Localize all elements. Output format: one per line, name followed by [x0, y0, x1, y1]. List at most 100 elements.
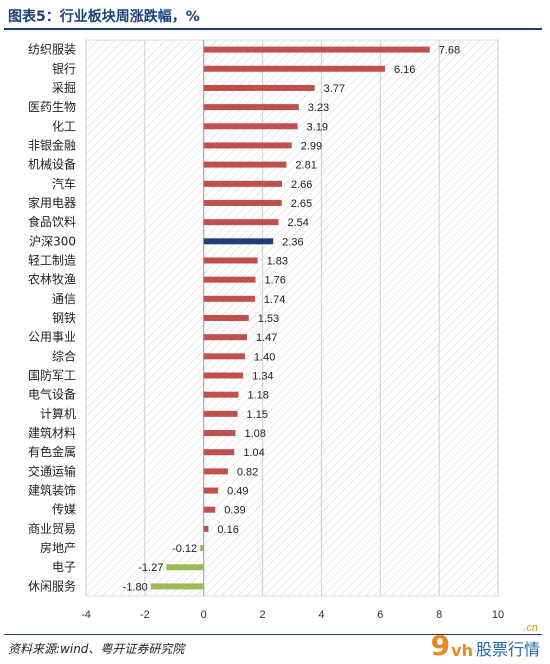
data-label: 0.82: [237, 466, 258, 478]
data-label: 3.19: [307, 121, 328, 133]
bar-27: [200, 545, 204, 552]
category-label: 汽车: [52, 176, 76, 191]
bar-19: [203, 391, 239, 398]
bar-chart: 7.68 6.16 3.77 3.23 3.19 2.99 2.81 2.66 2.65 2.54…: [28, 39, 504, 621]
category-label: 采掘: [52, 80, 76, 95]
bar-25: [203, 506, 216, 513]
plot-background: [85, 39, 499, 597]
category-label: 建筑装饰: [28, 483, 76, 498]
bar-8: [203, 180, 282, 187]
category-label: 化工: [52, 119, 76, 133]
x-tick-label: -2: [140, 609, 150, 621]
bar-3: [203, 84, 315, 91]
category-label: 国防军工: [28, 368, 76, 383]
data-label: 0.39: [224, 505, 245, 517]
data-label: 1.40: [254, 351, 275, 363]
x-tick-label: 6: [377, 609, 383, 621]
bar-24: [203, 487, 219, 494]
category-label: 交通运输: [28, 463, 76, 478]
category-label: 轻工制造: [28, 253, 76, 267]
category-label: 银行: [52, 62, 76, 76]
data-label: -1.27: [138, 562, 163, 574]
watermark-domain: .cn: [523, 622, 538, 634]
category-label: 食品饮料: [28, 214, 76, 229]
category-label: 传媒: [52, 502, 76, 517]
chart-title: 图表5：行业板块周涨跌幅，%: [8, 9, 200, 25]
source-note: 资料来源:wind、粤开证券研究院: [8, 642, 185, 656]
watermark-text: 股票行情: [475, 640, 540, 659]
watermark-logo-small: vh: [451, 641, 473, 660]
category-label: 公用事业: [28, 330, 76, 344]
bar-16: [203, 334, 247, 341]
data-label: 1.08: [244, 428, 265, 440]
data-label: 2.54: [287, 217, 308, 229]
data-label: 1.83: [267, 255, 288, 267]
data-label: 1.04: [243, 447, 264, 459]
category-label: 非银金融: [28, 137, 76, 152]
bar-10: [203, 219, 279, 226]
x-tick-label: 10: [492, 609, 504, 621]
category-label: 家用电器: [28, 195, 76, 210]
bar-1: [203, 46, 430, 53]
category-label: 纺织服装: [28, 43, 76, 57]
watermark: 9 vh 股票行情 .cn: [430, 622, 540, 662]
bar-29: [150, 583, 204, 590]
bar-7: [203, 161, 287, 168]
data-label: 1.47: [256, 332, 277, 344]
data-label: 2.99: [301, 140, 322, 152]
category-label: 电气设备: [28, 387, 76, 402]
category-label: 沪深300: [29, 234, 76, 248]
data-label: 1.76: [265, 275, 286, 287]
category-label: 通信: [52, 292, 76, 306]
x-tick-label: 2: [260, 609, 266, 621]
data-label: 3.77: [324, 83, 345, 95]
title-divider: [4, 28, 542, 30]
data-label: 0.16: [217, 524, 238, 536]
data-label: 1.15: [247, 409, 268, 421]
x-tick-label: 4: [318, 609, 324, 621]
data-label: 1.53: [258, 313, 279, 325]
watermark-logo: 9: [430, 629, 451, 662]
bar-28: [166, 564, 204, 571]
x-tick-label: 8: [436, 609, 442, 621]
category-label: 建筑材料: [28, 425, 76, 440]
bar-22: [203, 449, 235, 456]
category-label: 农林牧渔: [28, 273, 76, 287]
bar-5: [203, 123, 298, 130]
bar-6: [203, 142, 292, 149]
bar-4: [203, 104, 299, 111]
data-label: 6.16: [394, 64, 415, 76]
data-label: 2.65: [291, 198, 312, 210]
data-label: 2.36: [282, 236, 303, 248]
bar-9: [203, 199, 282, 206]
footer-divider: [4, 634, 542, 635]
category-label: 钢铁: [52, 311, 76, 325]
bar-18: [203, 372, 244, 379]
bar-13: [203, 276, 256, 283]
category-label: 医药生物: [28, 100, 76, 114]
data-label: -0.12: [172, 543, 197, 555]
data-label: 2.81: [295, 160, 316, 172]
category-label: 房地产: [40, 540, 76, 555]
bar-21: [203, 430, 236, 437]
bar-12: [203, 257, 258, 264]
data-label: 2.66: [291, 179, 312, 191]
category-label: 商业贸易: [28, 521, 76, 536]
data-label: -1.80: [123, 581, 148, 593]
bar-15: [203, 315, 249, 321]
data-label: 7.68: [439, 45, 460, 57]
category-label: 综合: [52, 348, 76, 363]
category-label: 机械设备: [28, 157, 76, 172]
x-tick-label: -4: [81, 609, 91, 621]
data-label: 1.34: [252, 371, 273, 383]
chart-area: 7.68 6.16 3.77 3.23 3.19 2.99 2.81 2.66 2.65 2.54…: [0, 36, 550, 628]
x-tick-label: 0: [201, 609, 207, 621]
bar-17: [203, 353, 245, 360]
bar-23: [203, 468, 228, 475]
data-label: 1.18: [247, 390, 268, 402]
bar-14: [203, 295, 255, 302]
category-label: 有色金属: [28, 444, 76, 459]
category-label: 电子: [52, 560, 76, 574]
bar-20: [203, 410, 238, 417]
bar-26: [203, 525, 209, 532]
